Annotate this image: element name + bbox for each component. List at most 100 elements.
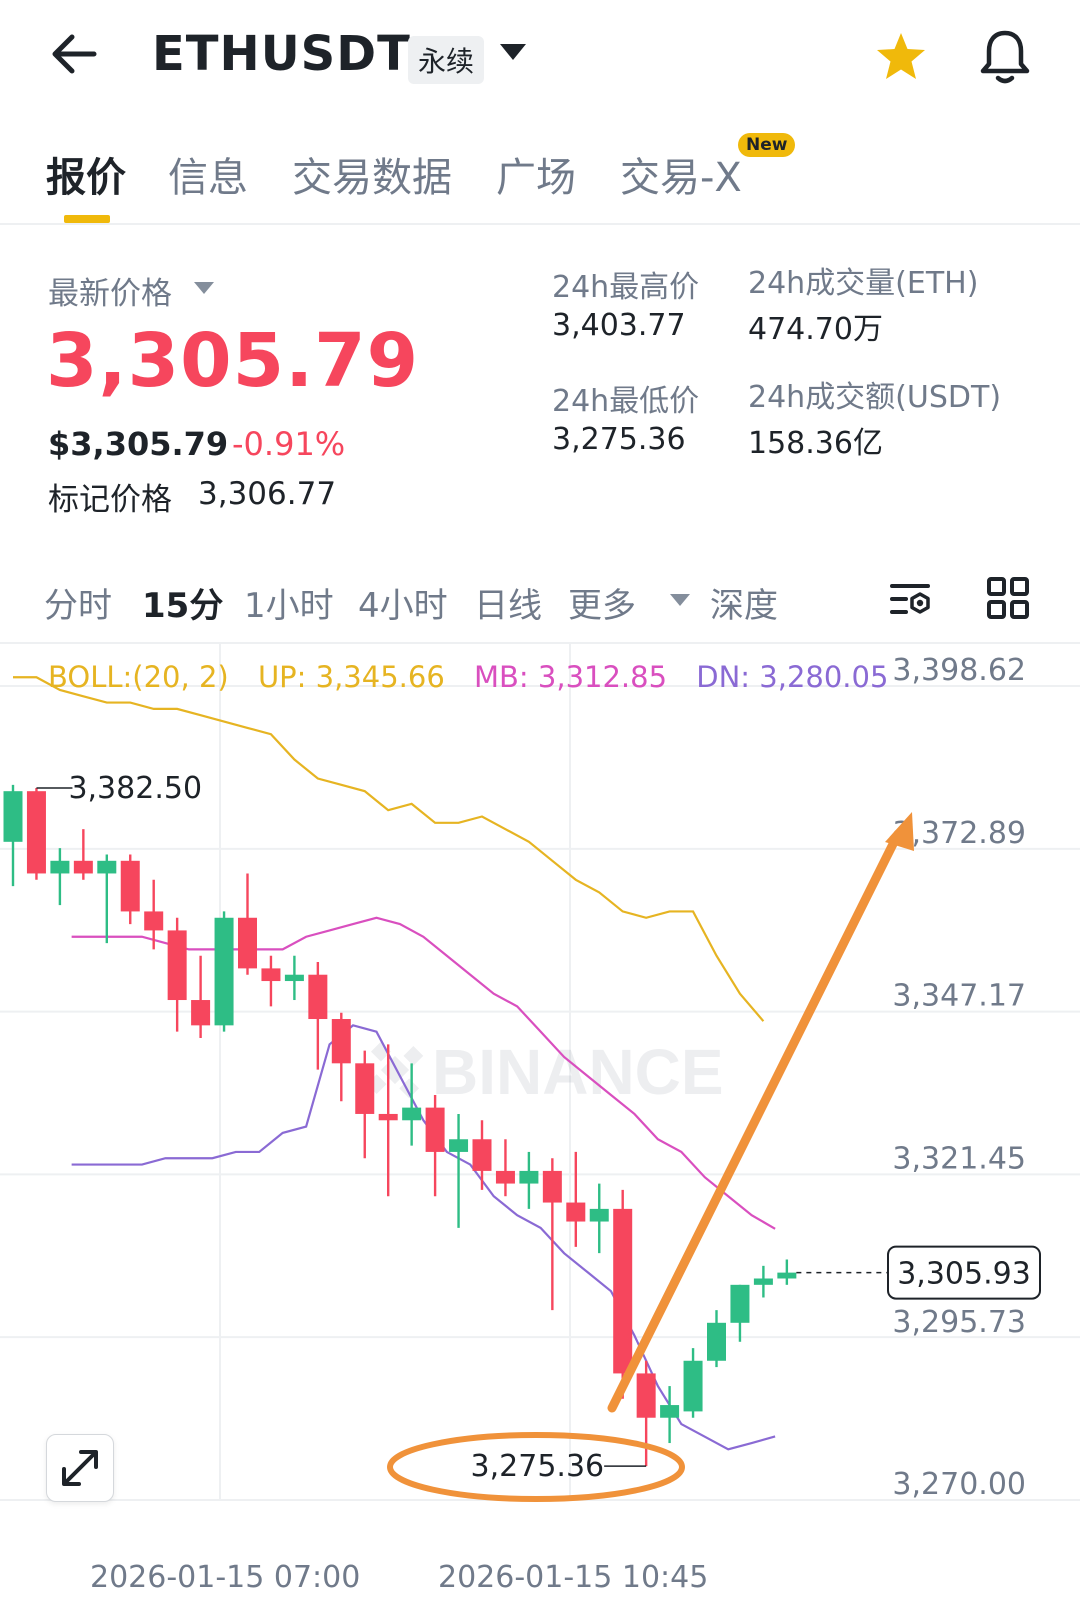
candle-up[interactable] <box>519 1151 539 1209</box>
high-marker-label: 3,382.50 <box>68 771 202 806</box>
candle-up[interactable] <box>3 784 23 887</box>
symbol-dropdown-icon[interactable] <box>500 44 526 60</box>
boll-mb-value: MB: 3,312.85 <box>474 660 668 694</box>
candle-body <box>50 860 70 874</box>
new-badge: New <box>738 133 796 157</box>
candle-down[interactable] <box>191 955 211 1039</box>
candle-down[interactable] <box>472 1120 492 1190</box>
candle-up[interactable] <box>730 1284 750 1342</box>
candle-body <box>683 1360 703 1412</box>
candle-up[interactable] <box>753 1265 773 1298</box>
bell-icon[interactable] <box>978 28 1032 86</box>
mark-price-label: 标记价格 <box>48 482 172 518</box>
candle-up[interactable] <box>284 955 304 1001</box>
current-price-label: 3,305.93 <box>897 1257 1031 1292</box>
candle-up[interactable] <box>660 1386 680 1444</box>
back-arrow-icon[interactable] <box>48 28 100 80</box>
x-axis-label: 2026-01-15 10:45 <box>438 1560 709 1595</box>
y-tick-label: 3,321.45 <box>892 1141 1026 1176</box>
binance-watermark: BINANCE <box>366 1036 724 1108</box>
candle-body <box>378 1113 398 1121</box>
volume-eth-label: 24h成交量(ETH) <box>748 266 979 301</box>
candle-body <box>355 1063 375 1114</box>
candle-down[interactable] <box>26 788 46 880</box>
fullscreen-button[interactable] <box>46 1434 114 1502</box>
interval-1h[interactable]: 1小时 <box>244 586 334 626</box>
candle-body <box>542 1170 562 1203</box>
candle-body <box>331 1019 351 1064</box>
volume-eth-value: 474.70万 <box>748 312 883 347</box>
candlestick-chart[interactable]: 3,398.62 3,372.89 3,347.17 3,321.45 3,295.73… <box>0 640 1080 1565</box>
y-tick-label: 3,398.62 <box>892 653 1026 688</box>
candle-up[interactable] <box>777 1259 797 1285</box>
candle-up[interactable] <box>707 1310 726 1368</box>
interval-time-share[interactable]: 分时 <box>44 586 112 626</box>
candle-down[interactable] <box>495 1139 515 1197</box>
more-dropdown-icon[interactable] <box>670 594 690 606</box>
candle-down[interactable] <box>542 1158 562 1311</box>
interval-15m[interactable]: 15分 <box>142 586 224 626</box>
symbol-title[interactable]: ETHUSDT <box>152 26 411 82</box>
low-highlight-ellipse <box>387 1432 685 1502</box>
interval-1d[interactable]: 日线 <box>474 586 542 626</box>
favorite-star-icon[interactable] <box>874 30 928 84</box>
candle-body <box>284 974 304 982</box>
tab-square[interactable]: 广场 <box>496 155 576 201</box>
candle-body <box>707 1322 726 1361</box>
candle-down[interactable] <box>331 1012 351 1102</box>
candle-body <box>261 968 281 982</box>
high-24h-value: 3,403.77 <box>552 308 686 343</box>
tab-trading-data[interactable]: 交易数据 <box>292 155 452 201</box>
boll-upper-line <box>13 676 765 1022</box>
tab-quote[interactable]: 报价 <box>46 155 126 201</box>
candle-down[interactable] <box>261 955 281 1007</box>
candle-down[interactable] <box>73 829 93 880</box>
depth-tab[interactable]: 深度 <box>710 586 778 626</box>
candle-body <box>660 1405 680 1418</box>
candle-up[interactable] <box>589 1183 609 1254</box>
boll-dn-value: DN: 3,280.05 <box>696 660 889 694</box>
expand-arrows-icon <box>62 1450 98 1486</box>
price-type-dropdown-icon[interactable] <box>194 282 214 294</box>
candle-body <box>214 917 234 1026</box>
candle-down[interactable] <box>167 917 187 1032</box>
candle-up[interactable] <box>214 911 234 1032</box>
candle-up[interactable] <box>449 1113 469 1228</box>
candle-down[interactable] <box>144 879 164 950</box>
trend-arrow-head <box>885 812 914 851</box>
current-price-box <box>887 1245 1041 1300</box>
candle-body <box>308 974 328 1020</box>
tab-bar: 报价 信息 交易数据 广场 交易-X New <box>0 115 1080 225</box>
candle-up[interactable] <box>402 1063 422 1146</box>
interval-4h[interactable]: 4小时 <box>358 586 448 626</box>
x-axis-label: 2026-01-15 07:00 <box>90 1560 361 1595</box>
mark-price: 3,306.77 <box>198 476 337 512</box>
candle-down[interactable] <box>355 1050 375 1159</box>
low-24h-label: 24h最低价 <box>552 384 700 419</box>
chart-settings-icon[interactable] <box>888 576 934 622</box>
candle-up[interactable] <box>50 848 70 906</box>
candle-down[interactable] <box>238 873 257 975</box>
candle-body <box>519 1170 539 1184</box>
change-percent: -0.91% <box>232 425 346 463</box>
header-bar: ETHUSDT 永续 <box>0 0 1080 115</box>
boll-indicator-legend[interactable]: BOLL:(20, 2) UP: 3,345.66 MB: 3,312.85 D… <box>48 660 908 694</box>
layout-grid-icon[interactable] <box>986 576 1030 620</box>
candle-down[interactable] <box>425 1094 445 1197</box>
tab-info[interactable]: 信息 <box>168 155 248 201</box>
candle-up[interactable] <box>97 854 117 944</box>
boll-params: BOLL:(20, 2) <box>48 660 229 694</box>
latest-price-label[interactable]: 最新价格 <box>48 276 172 312</box>
y-tick-label: 3,372.89 <box>892 816 1026 851</box>
boll-middle-line <box>71 916 776 1230</box>
candle-down[interactable] <box>566 1151 586 1247</box>
interval-more[interactable]: 更多 <box>568 586 636 626</box>
candle-down[interactable] <box>378 1044 398 1197</box>
active-tab-indicator <box>64 215 110 223</box>
candle-body <box>425 1107 445 1152</box>
candle-down[interactable] <box>613 1189 633 1399</box>
candle-down[interactable] <box>120 854 140 925</box>
candle-down[interactable] <box>308 962 328 1070</box>
candle-up[interactable] <box>683 1348 703 1418</box>
tab-trade-x[interactable]: 交易-X <box>620 155 742 201</box>
